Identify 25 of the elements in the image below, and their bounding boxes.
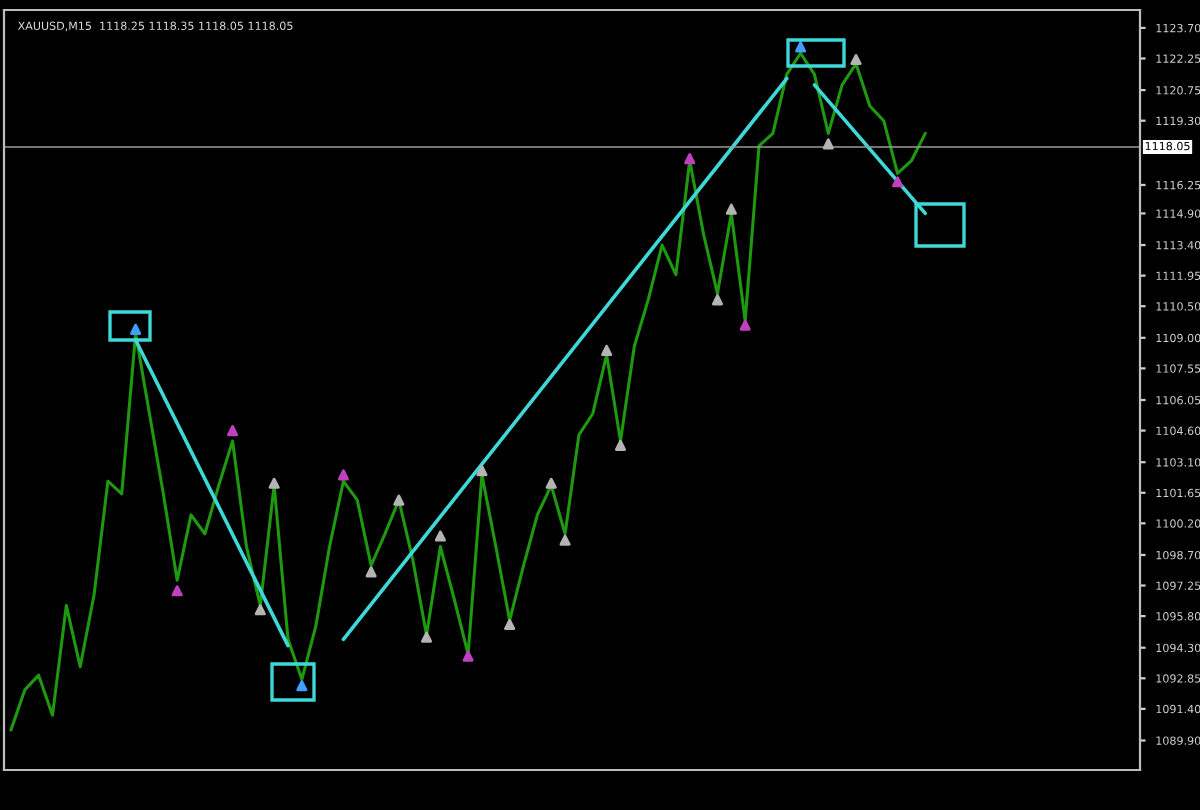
point (822, 138, 834, 150)
point (711, 294, 724, 306)
point (476, 465, 488, 477)
point (227, 425, 239, 437)
point (850, 53, 862, 66)
point (337, 469, 349, 481)
point (795, 41, 807, 53)
point (559, 534, 571, 546)
point (171, 585, 183, 597)
point (725, 203, 737, 215)
point (393, 494, 405, 506)
point (254, 604, 266, 616)
point (420, 631, 433, 643)
point (739, 319, 751, 331)
point (614, 439, 627, 451)
point (434, 530, 446, 542)
point (684, 153, 696, 165)
point (268, 477, 280, 489)
point (462, 650, 474, 662)
point (365, 566, 377, 578)
point (892, 176, 904, 188)
point (504, 618, 516, 631)
point (601, 344, 613, 357)
point (545, 477, 557, 489)
point (296, 680, 308, 692)
